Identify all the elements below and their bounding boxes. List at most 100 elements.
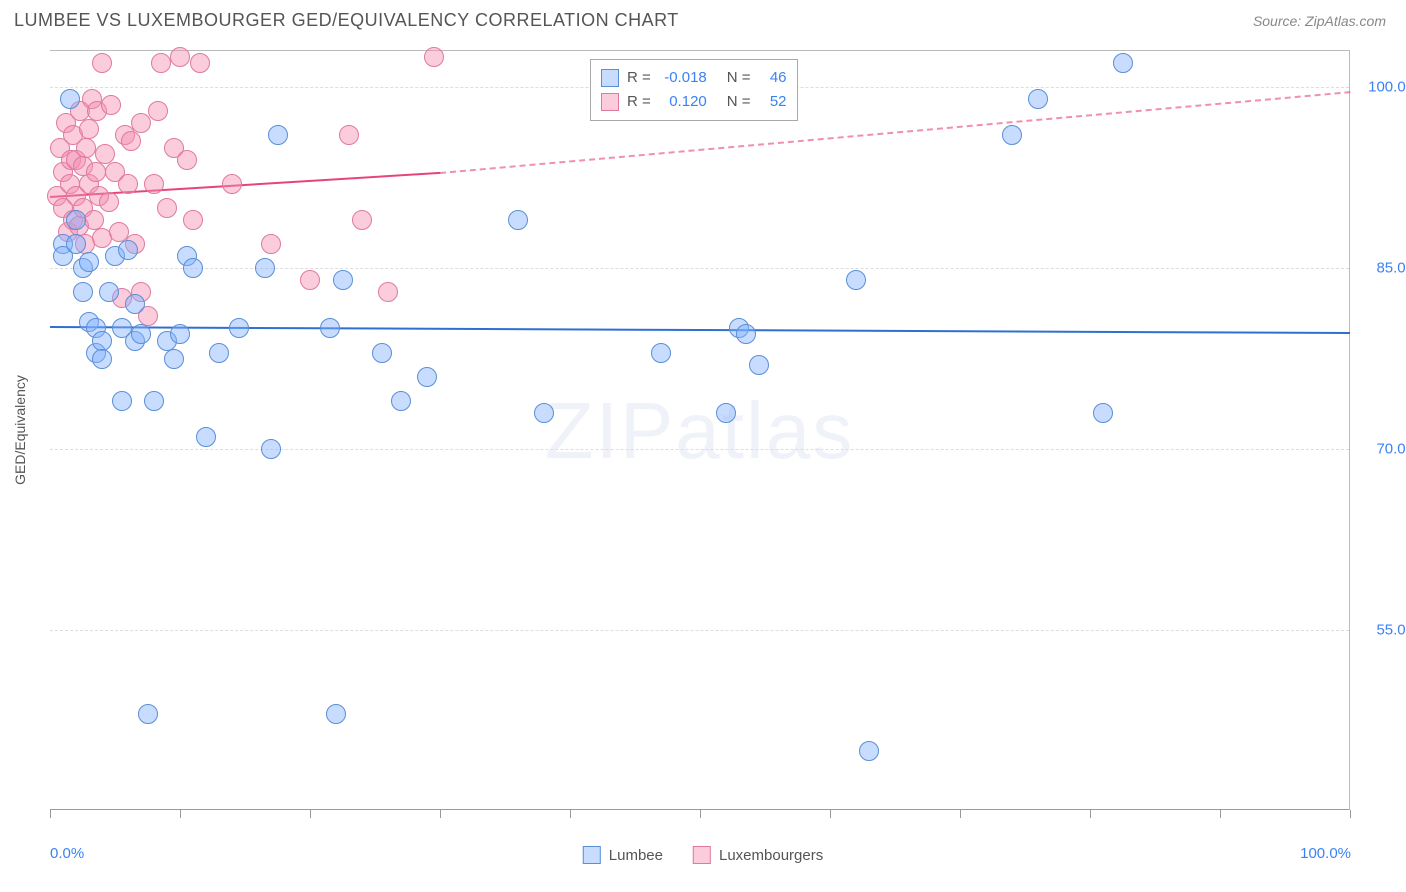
data-point [859, 741, 879, 761]
data-point [1028, 89, 1048, 109]
data-point [1093, 403, 1113, 423]
data-point [151, 53, 171, 73]
stat-r-label: R = [627, 66, 651, 90]
data-point [261, 234, 281, 254]
data-point [170, 324, 190, 344]
data-point [372, 343, 392, 363]
data-point [131, 113, 151, 133]
data-point [76, 138, 96, 158]
data-point [112, 391, 132, 411]
y-tick-label: 70.0% [1359, 441, 1406, 458]
data-point [391, 391, 411, 411]
x-tick [830, 810, 831, 818]
data-point [300, 270, 320, 290]
data-point [92, 331, 112, 351]
data-point [352, 210, 372, 230]
data-point [144, 174, 164, 194]
x-tick [960, 810, 961, 818]
data-point [333, 270, 353, 290]
legend-swatch-blue [583, 846, 601, 864]
stats-swatch [601, 93, 619, 111]
watermark-zip: ZIP [545, 386, 675, 475]
legend-item-luxembourgers: Luxembourgers [693, 846, 823, 864]
data-point [66, 210, 86, 230]
data-point [268, 125, 288, 145]
chart-source: Source: ZipAtlas.com [1253, 13, 1386, 29]
data-point [101, 95, 121, 115]
data-point [736, 324, 756, 344]
stat-n-label: N = [727, 90, 751, 114]
x-axis-min-label: 0.0% [50, 845, 84, 862]
data-point [138, 704, 158, 724]
data-point [99, 192, 119, 212]
data-point [164, 349, 184, 369]
data-point [144, 391, 164, 411]
x-tick [1220, 810, 1221, 818]
x-tick [700, 810, 701, 818]
x-axis-max-label: 100.0% [1300, 845, 1351, 862]
data-point [209, 343, 229, 363]
gridline [50, 630, 1349, 631]
y-tick-label: 85.0% [1359, 260, 1406, 277]
data-point [99, 282, 119, 302]
data-point [417, 367, 437, 387]
data-point [183, 210, 203, 230]
x-tick [50, 810, 51, 818]
gridline [50, 268, 1349, 269]
stats-swatch [601, 69, 619, 87]
watermark-atlas: atlas [675, 386, 854, 475]
data-point [73, 282, 93, 302]
chart-plot-area: ZIPatlas 100.0%85.0%70.0%55.0%R =-0.018N… [50, 50, 1350, 810]
stat-n-label: N = [727, 66, 751, 90]
data-point [424, 47, 444, 67]
data-point [183, 258, 203, 278]
data-point [86, 162, 106, 182]
data-point [339, 125, 359, 145]
stats-row: R =-0.018N =46 [601, 66, 787, 90]
x-tick [1350, 810, 1351, 818]
data-point [190, 53, 210, 73]
data-point [131, 324, 151, 344]
legend-label-luxembourgers: Luxembourgers [719, 847, 823, 864]
data-point [222, 174, 242, 194]
data-point [1002, 125, 1022, 145]
data-point [261, 439, 281, 459]
stats-row: R = 0.120 N = 52 [601, 90, 787, 114]
data-point [92, 349, 112, 369]
data-point [229, 318, 249, 338]
data-point [749, 355, 769, 375]
stat-n-value: 52 [759, 90, 787, 114]
data-point [95, 144, 115, 164]
stat-r-value: 0.120 [659, 90, 707, 114]
y-axis-label: GED/Equivalency [12, 375, 28, 485]
data-point [196, 427, 216, 447]
data-point [118, 240, 138, 260]
watermark: ZIPatlas [545, 385, 854, 477]
y-tick-label: 55.0% [1359, 622, 1406, 639]
data-point [157, 198, 177, 218]
stat-n-value: 46 [759, 66, 787, 90]
x-tick [570, 810, 571, 818]
y-tick-label: 100.0% [1359, 79, 1406, 96]
data-point [320, 318, 340, 338]
chart-title: LUMBEE VS LUXEMBOURGER GED/EQUIVALENCY C… [14, 10, 679, 31]
data-point [84, 210, 104, 230]
data-point [66, 234, 86, 254]
data-point [79, 252, 99, 272]
x-tick [1090, 810, 1091, 818]
data-point [60, 89, 80, 109]
trend-line [440, 91, 1350, 174]
stat-r-label: R = [627, 90, 651, 114]
chart-header: LUMBEE VS LUXEMBOURGER GED/EQUIVALENCY C… [0, 0, 1406, 41]
x-tick [310, 810, 311, 818]
gridline [50, 449, 1349, 450]
data-point [378, 282, 398, 302]
data-point [121, 131, 141, 151]
legend-swatch-pink [693, 846, 711, 864]
data-point [326, 704, 346, 724]
stats-box: R =-0.018N =46R =0.120N =52 [590, 59, 798, 121]
data-point [125, 294, 145, 314]
data-point [651, 343, 671, 363]
data-point [148, 101, 168, 121]
data-point [716, 403, 736, 423]
